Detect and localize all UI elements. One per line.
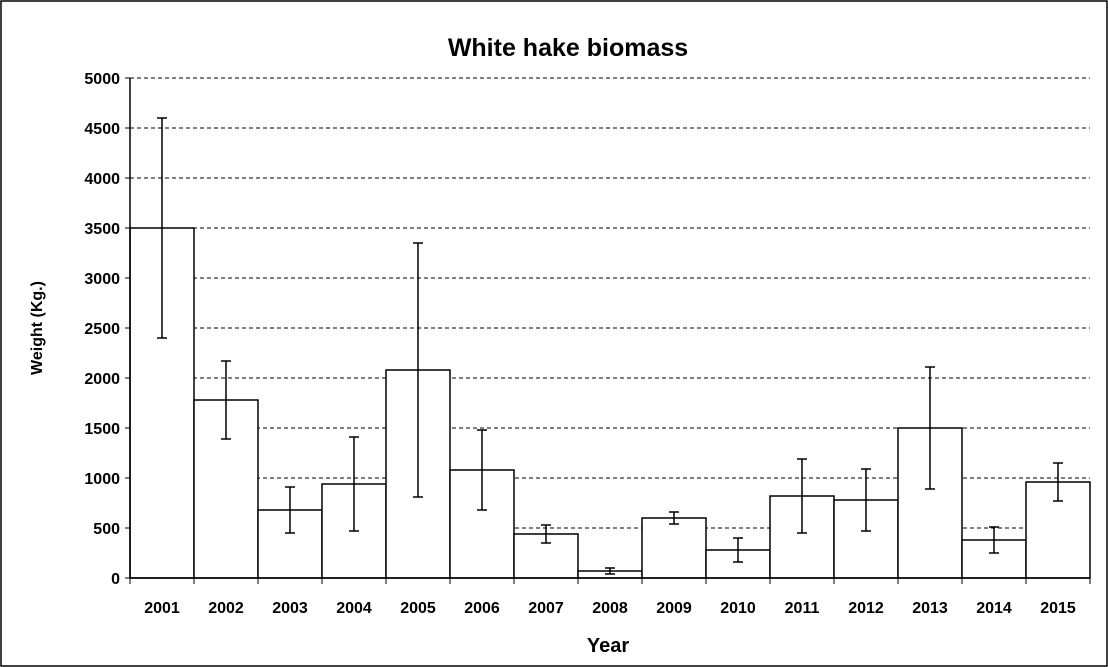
error-bar bbox=[669, 511, 679, 525]
y-tick-label: 1000 bbox=[84, 471, 120, 488]
y-axis-label: Weight (Kg.) bbox=[29, 281, 46, 375]
bar bbox=[641, 517, 707, 579]
error-bar bbox=[221, 360, 231, 440]
x-tick-label: 2009 bbox=[656, 600, 692, 617]
error-bar bbox=[989, 526, 999, 554]
error-bar bbox=[413, 242, 423, 498]
y-tick-label: 4500 bbox=[84, 121, 120, 138]
x-tick-label: 2004 bbox=[336, 600, 372, 617]
y-tick-label: 4000 bbox=[84, 171, 120, 188]
x-axis-label: Year bbox=[587, 635, 629, 657]
x-tick-label: 2015 bbox=[1040, 600, 1076, 617]
error-bar bbox=[925, 366, 935, 490]
x-tick-label: 2014 bbox=[976, 600, 1012, 617]
x-tick-label: 2003 bbox=[272, 600, 308, 617]
error-bar bbox=[605, 567, 615, 575]
y-tick-label: 500 bbox=[93, 521, 120, 538]
y-tick-label: 3500 bbox=[84, 221, 120, 238]
y-tick-label: 3000 bbox=[84, 271, 120, 288]
y-tick-label: 5000 bbox=[84, 71, 120, 88]
y-tick-label: 2000 bbox=[84, 371, 120, 388]
x-tick-label: 2010 bbox=[720, 600, 756, 617]
error-bar bbox=[1053, 462, 1063, 502]
error-bar bbox=[157, 117, 167, 339]
x-tick-label: 2002 bbox=[208, 600, 244, 617]
x-tick-label: 2006 bbox=[464, 600, 500, 617]
error-bar bbox=[285, 486, 295, 534]
x-tick-label: 2001 bbox=[144, 600, 180, 617]
chart-title: White hake biomass bbox=[448, 34, 688, 62]
x-tick-label: 2012 bbox=[848, 600, 884, 617]
error-bar bbox=[477, 429, 487, 511]
y-tick-label: 1500 bbox=[84, 421, 120, 438]
error-bar bbox=[797, 458, 807, 534]
x-tick-label: 2008 bbox=[592, 600, 628, 617]
y-tick-label: 2500 bbox=[84, 321, 120, 338]
x-tick-label: 2005 bbox=[400, 600, 436, 617]
error-bar bbox=[733, 537, 743, 563]
x-tick-label: 2011 bbox=[785, 600, 820, 617]
x-tick-label: 2007 bbox=[528, 600, 564, 617]
y-tick-label: 0 bbox=[111, 571, 120, 588]
error-bar bbox=[349, 436, 359, 532]
error-bar bbox=[541, 524, 551, 544]
error-bar bbox=[861, 468, 871, 532]
x-tick-label: 2013 bbox=[912, 600, 948, 617]
